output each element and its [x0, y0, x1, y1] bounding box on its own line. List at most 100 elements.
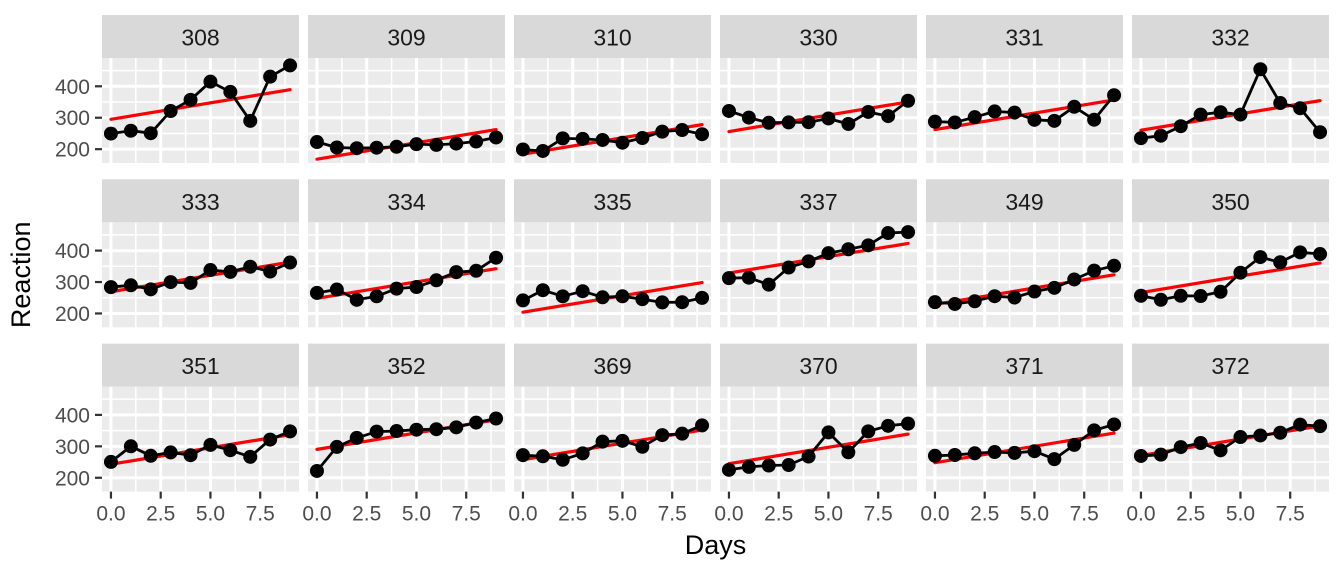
data-point: [901, 93, 916, 108]
data-point: [243, 259, 258, 274]
data-point: [1293, 101, 1308, 116]
data-point: [1087, 263, 1102, 278]
data-point: [841, 445, 856, 460]
data-point: [781, 115, 796, 130]
data-point: [575, 446, 590, 461]
data-point: [1047, 113, 1062, 128]
facet-strip: [926, 15, 1123, 58]
data-point: [515, 293, 530, 308]
data-point: [595, 434, 610, 449]
data-point: [1087, 112, 1102, 127]
data-point: [1193, 435, 1208, 450]
data-point: [575, 131, 590, 146]
data-point: [781, 458, 796, 473]
data-point: [469, 415, 484, 430]
x-tick-label: 2.5: [146, 503, 175, 526]
facet-strip-label: 352: [387, 353, 425, 379]
facet-strip: [308, 179, 505, 223]
data-point: [555, 452, 570, 467]
x-tick-label: 7.5: [246, 503, 275, 526]
y-tick-label: 200: [55, 303, 90, 326]
data-point: [675, 295, 690, 310]
data-point: [515, 448, 530, 463]
data-point: [1133, 448, 1148, 463]
x-tick-label: 7.5: [864, 503, 893, 526]
data-line: [316, 136, 497, 150]
data-point: [429, 137, 444, 152]
data-point: [163, 275, 178, 290]
facet-strip-label: 371: [1005, 353, 1043, 379]
data-point: [947, 296, 962, 311]
data-line: [728, 230, 909, 287]
facet-strip: [514, 179, 711, 223]
data-point: [967, 294, 982, 309]
facet-strip-label: 349: [1005, 189, 1043, 215]
data-point: [243, 113, 258, 128]
panel-background: [926, 58, 1123, 163]
data-point: [389, 281, 404, 296]
data-point: [123, 278, 138, 293]
data-point: [861, 104, 876, 119]
x-tick-label: 0.0: [508, 503, 537, 526]
data-point: [635, 439, 650, 454]
x-tick-label: 2.5: [970, 503, 999, 526]
data-point: [409, 422, 424, 437]
data-point: [389, 139, 404, 154]
facet-351: 351 200 300 400 0.0 2.5 5.0 7.5: [55, 343, 299, 526]
facet-369: 369 0.0 2.5 5.0 7.5: [508, 343, 711, 526]
x-tick-label: 7.5: [1276, 503, 1305, 526]
x-tick-label: 5.0: [1226, 503, 1255, 526]
data-line: [1140, 67, 1322, 140]
data-point: [927, 448, 942, 463]
data-point: [429, 422, 444, 437]
x-axis-title: Days: [685, 530, 747, 560]
data-point: [675, 122, 690, 137]
data-point: [469, 263, 484, 278]
data-point: [1173, 440, 1188, 455]
facet-strip: [102, 15, 299, 58]
data-point: [861, 424, 876, 439]
facet-strip-label: 330: [799, 25, 837, 51]
facet-strip: [720, 343, 917, 387]
data-point: [163, 445, 178, 460]
trend-line: [109, 88, 292, 121]
data-point: [1253, 62, 1268, 77]
data-point: [283, 58, 298, 73]
data-point: [103, 280, 118, 295]
data-point: [223, 264, 238, 279]
data-point: [967, 110, 982, 125]
y-tick-label: 400: [55, 76, 90, 99]
data-point: [263, 432, 278, 447]
data-point: [183, 92, 198, 107]
x-tick-label: 2.5: [1176, 503, 1205, 526]
data-point: [535, 143, 550, 158]
data-point: [927, 295, 942, 310]
data-point: [635, 292, 650, 307]
panel-background: [308, 386, 505, 492]
trend-line: [1139, 261, 1322, 295]
data-point: [449, 420, 464, 435]
data-point: [595, 290, 610, 305]
data-point: [615, 289, 630, 304]
data-point: [695, 290, 710, 305]
facet-strip-label: 372: [1211, 353, 1249, 379]
data-point: [349, 141, 364, 156]
x-tick-label: 5.0: [608, 503, 637, 526]
data-point: [123, 439, 138, 454]
facet-strip: [308, 343, 505, 387]
data-point: [1047, 280, 1062, 295]
data-point: [1007, 445, 1022, 460]
data-point: [1273, 425, 1288, 440]
data-point: [635, 131, 650, 146]
data-point: [103, 454, 118, 469]
data-point: [721, 271, 736, 286]
data-point: [203, 263, 218, 278]
data-point: [1067, 272, 1082, 287]
data-point: [1193, 107, 1208, 122]
data-point: [821, 111, 836, 126]
x-tick-label: 7.5: [658, 503, 687, 526]
data-point: [409, 279, 424, 294]
data-line: [728, 99, 909, 126]
facet-334: 334: [308, 179, 505, 328]
